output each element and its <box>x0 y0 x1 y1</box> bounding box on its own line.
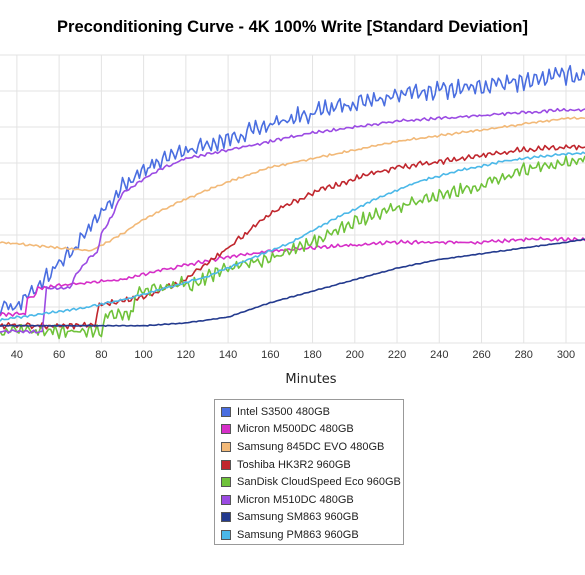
legend-swatch <box>221 406 231 417</box>
series-line <box>0 107 585 334</box>
x-tick-label: 140 <box>219 349 237 361</box>
legend-item: Intel S3500 480GB <box>221 403 397 421</box>
legend-swatch <box>221 494 231 505</box>
series-line <box>0 116 585 252</box>
x-tick-labels: 40 60 80 100 120 140 160 180 200 220 240 260 280 300 <box>11 349 575 361</box>
legend-swatch <box>221 529 231 540</box>
x-tick-label: 280 <box>515 349 533 361</box>
series-line <box>0 238 585 327</box>
series-line <box>0 155 585 340</box>
x-tick-label: 60 <box>53 349 65 361</box>
legend-label: Toshiba HK3R2 960GB <box>237 458 351 471</box>
legend-label: Micron M500DC 480GB <box>237 423 354 436</box>
legend-item: SanDisk CloudSpeed Eco 960GB <box>221 473 401 491</box>
legend-item: Samsung 845DC EVO 480GB <box>221 438 397 456</box>
legend-label: Samsung 845DC EVO 480GB <box>237 440 385 453</box>
legend-item: Samsung SM863 960GB <box>221 509 397 527</box>
series-lines <box>0 64 585 340</box>
legend-swatch <box>221 477 231 488</box>
legend-label: SanDisk CloudSpeed Eco 960GB <box>237 476 401 489</box>
x-tick-label: 180 <box>303 349 321 361</box>
legend-item: Samsung PM863 960GB <box>221 526 397 544</box>
series-line <box>0 151 585 322</box>
x-tick-label: 200 <box>346 349 364 361</box>
grid <box>0 54 585 344</box>
legend-label: Intel S3500 480GB <box>237 405 330 418</box>
legend-item: Micron M500DC 480GB <box>221 421 397 439</box>
x-tick-label: 120 <box>177 349 195 361</box>
legend-swatch <box>221 512 231 523</box>
legend-label: Samsung PM863 960GB <box>237 528 359 541</box>
legend-swatch <box>221 459 231 470</box>
x-tick-label: 220 <box>388 349 406 361</box>
legend-item: Toshiba HK3R2 960GB <box>221 456 397 474</box>
x-tick-label: 160 <box>261 349 279 361</box>
x-tick-label: 240 <box>430 349 448 361</box>
x-tick-label: 80 <box>95 349 107 361</box>
legend-label: Micron M510DC 480GB <box>237 493 354 506</box>
series-line <box>0 64 585 316</box>
x-tick-label: 100 <box>134 349 152 361</box>
x-axis-title: Minutes <box>285 372 336 387</box>
legend: Intel S3500 480GB Micron M500DC 480GB Sams… <box>214 399 404 545</box>
legend-swatch <box>221 441 231 452</box>
chart-title: Preconditioning Curve - 4K 100% Write [S… <box>57 18 528 36</box>
legend-swatch <box>221 424 231 435</box>
x-tick-label: 40 <box>11 349 23 361</box>
x-tick-label: 300 <box>557 349 575 361</box>
series-line <box>0 144 585 330</box>
legend-label: Samsung SM863 960GB <box>237 511 359 524</box>
legend-item: Micron M510DC 480GB <box>221 491 397 509</box>
x-tick-label: 260 <box>472 349 490 361</box>
